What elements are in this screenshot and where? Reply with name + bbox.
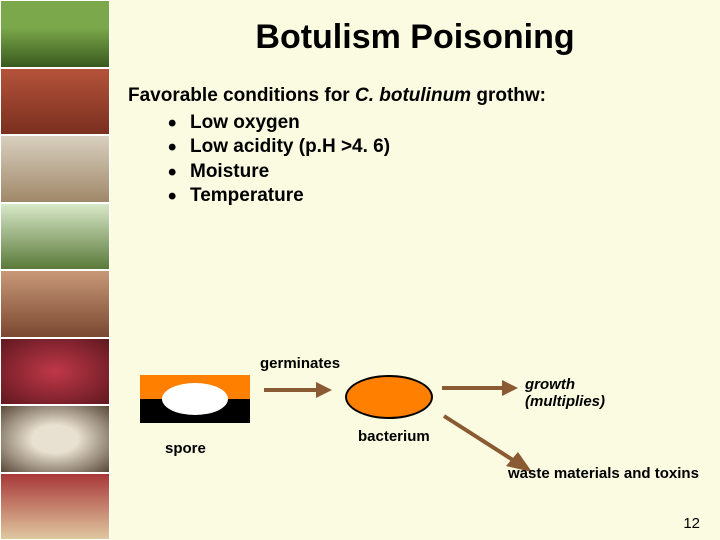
intro-suffix: grothw: xyxy=(471,85,546,106)
spore-label: spore xyxy=(165,440,206,457)
arrow-growth xyxy=(440,378,520,398)
growth-l1: growth xyxy=(525,376,575,393)
slide-title: Botulism Poisoning xyxy=(110,18,720,57)
thumb-jars2 xyxy=(0,135,110,203)
thumb-garden xyxy=(0,0,110,68)
growth-label: growth (multiplies) xyxy=(525,376,605,411)
thumb-berries xyxy=(0,338,110,406)
thumb-asparagus xyxy=(0,203,110,271)
thumb-canning xyxy=(0,473,110,540)
bullet-item: Moisture xyxy=(168,160,720,184)
growth-l2: (multiplies) xyxy=(525,393,605,410)
intro-organism: C. botulinum xyxy=(355,85,471,106)
page-number: 12 xyxy=(683,515,700,532)
thumb-jars1 xyxy=(0,68,110,136)
bacterium-label: bacterium xyxy=(358,428,430,445)
arrow-germinates xyxy=(262,380,334,400)
lifecycle-diagram: spore germinates bacterium growth (multi… xyxy=(110,350,720,510)
bullet-item: Temperature xyxy=(168,184,720,208)
intro-line: Favorable conditions for C. botulinum gr… xyxy=(128,85,720,107)
slide-content: Botulism Poisoning Favorable conditions … xyxy=(110,0,720,540)
bullet-item: Low acidity (p.H >4. 6) xyxy=(168,135,720,159)
intro-prefix: Favorable conditions for xyxy=(128,85,355,106)
conditions-list: Low oxygen Low acidity (p.H >4. 6) Moist… xyxy=(168,111,720,208)
sidebar-thumbnails xyxy=(0,0,110,540)
thumb-dehydrator xyxy=(0,405,110,473)
germinates-label: germinates xyxy=(260,355,340,372)
bullet-item: Low oxygen xyxy=(168,111,720,135)
thumb-potatoes xyxy=(0,270,110,338)
spore-oval xyxy=(162,383,228,415)
spore-graphic xyxy=(140,375,250,423)
bacterium-graphic xyxy=(345,375,433,419)
waste-label: waste materials and toxins xyxy=(508,465,699,482)
